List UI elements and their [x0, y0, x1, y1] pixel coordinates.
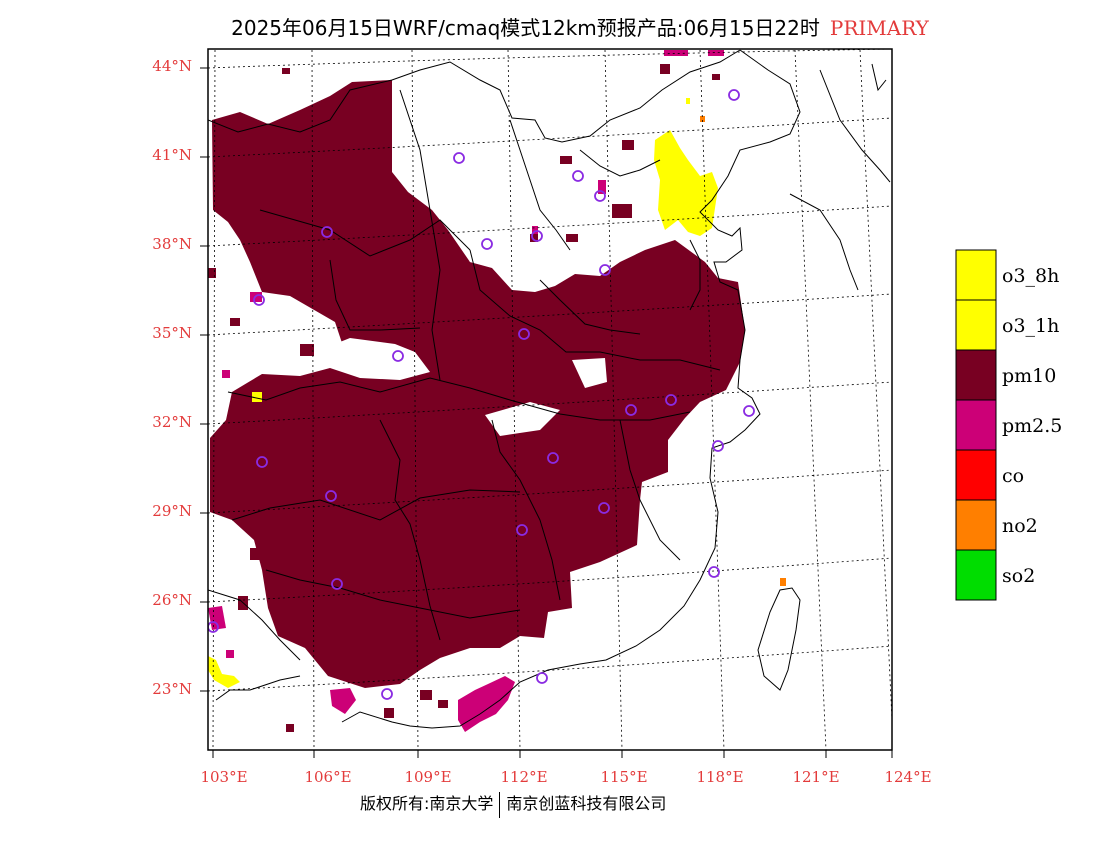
- map-frame: [207, 48, 893, 751]
- lat-label: 32°N: [152, 413, 192, 431]
- pm25-patch-guangdong: [458, 676, 515, 732]
- legend-label-pm25: pm2.5: [1002, 415, 1062, 437]
- map-title: 2025年06月15日WRF/cmaq模式12km预报产品:06月15日22时 P…: [150, 12, 1010, 41]
- legend-swatch-pm10: [955, 349, 997, 401]
- lat-labels: 44°N 41°N 38°N 35°N 32°N 29°N 26°N 23°N: [152, 57, 192, 698]
- lon-label: 124°E: [884, 768, 931, 786]
- lat-label: 35°N: [152, 324, 192, 342]
- pm25-speckles: [222, 50, 724, 658]
- city-marker: [572, 170, 584, 182]
- city-marker: [256, 456, 268, 468]
- legend-label-pm10: pm10: [1002, 365, 1056, 387]
- city-marker: [599, 264, 611, 276]
- lon-labels: 103°E 106°E 109°E 112°E 115°E 118°E 121°…: [200, 768, 931, 786]
- legend-label-o3-1h: o3_1h: [1002, 315, 1059, 337]
- legend-swatch-o3-8h: [955, 249, 997, 301]
- pm25-patch-gansu: [250, 292, 262, 302]
- city-marker: [481, 238, 493, 250]
- lon-label: 115°E: [600, 768, 647, 786]
- city-marker: [253, 294, 265, 306]
- legend-swatch-no2: [955, 499, 997, 551]
- lon-label: 121°E: [792, 768, 839, 786]
- city-marker: [743, 405, 755, 417]
- city-marker: [728, 89, 740, 101]
- footer-divider: [499, 791, 501, 818]
- pm10-region: [210, 80, 745, 688]
- clear-region-north: [455, 230, 550, 284]
- legend-swatch-pm25: [955, 399, 997, 451]
- legend-label-so2: so2: [1002, 565, 1035, 587]
- city-marker: [516, 524, 528, 536]
- map-layers: [208, 49, 892, 750]
- copyright-left: 版权所有:南京大学: [360, 794, 494, 813]
- city-marker: [665, 394, 677, 406]
- lat-label: 38°N: [152, 235, 192, 253]
- city-marker: [325, 490, 337, 502]
- legend-swatch-o3-1h: [955, 299, 997, 351]
- copyright-footer: 版权所有:南京大学 南京创蓝科技有限公司: [360, 790, 666, 818]
- pm25-patch-southwest: [208, 606, 226, 630]
- city-marker: [381, 688, 393, 700]
- city-marker: [536, 672, 548, 684]
- lon-label: 118°E: [696, 768, 743, 786]
- boundaries: [208, 49, 891, 729]
- o3-patch-north-small: [686, 98, 690, 104]
- city-marker: [531, 230, 543, 242]
- pm25-patch-guangxi: [330, 688, 356, 714]
- city-marker: [547, 452, 559, 464]
- lat-label: 26°N: [152, 591, 192, 609]
- city-markers: [208, 89, 755, 700]
- city-marker: [208, 621, 219, 633]
- city-marker: [625, 404, 637, 416]
- city-marker: [708, 566, 720, 578]
- lat-label: 23°N: [152, 680, 192, 698]
- no2-patch-taiwan-strait: [780, 578, 786, 586]
- lat-label: 41°N: [152, 146, 192, 164]
- city-marker: [453, 152, 465, 164]
- o3-patch-sichuan: [252, 392, 262, 402]
- legend-swatch-so2: [955, 549, 997, 601]
- city-marker: [518, 328, 530, 340]
- city-marker: [331, 578, 343, 590]
- axis-ticks: [200, 67, 893, 758]
- no2-patch-north: [700, 116, 705, 122]
- lon-label: 106°E: [304, 768, 351, 786]
- legend-label-co: co: [1002, 465, 1024, 487]
- lat-label: 29°N: [152, 502, 192, 520]
- legend-label-o3-8h: o3_8h: [1002, 265, 1059, 287]
- city-marker: [321, 226, 333, 238]
- graticule: [208, 49, 892, 750]
- legend: o3_8h o3_1h pm10 pm2.5 co no2 so2: [955, 249, 1062, 601]
- legend-label-no2: no2: [1002, 515, 1038, 537]
- lon-label: 103°E: [200, 768, 247, 786]
- city-marker: [594, 190, 606, 202]
- pm25-patch-hebei: [598, 180, 606, 194]
- clear-region-hubei-hole: [572, 358, 607, 388]
- city-marker: [598, 502, 610, 514]
- map-title-main: 2025年06月15日WRF/cmaq模式12km预报产品:06月15日22时: [231, 16, 820, 40]
- o3-patch-yunnan: [208, 656, 240, 688]
- clear-region-anhui-hole: [485, 402, 560, 436]
- clear-region-sichuan-hole: [320, 338, 430, 380]
- map-title-tag: PRIMARY: [829, 16, 929, 40]
- lon-label: 112°E: [500, 768, 547, 786]
- lon-label: 109°E: [404, 768, 451, 786]
- lat-label: 44°N: [152, 57, 192, 75]
- city-marker: [712, 440, 724, 452]
- city-marker: [392, 350, 404, 362]
- legend-swatch-co: [955, 449, 997, 501]
- copyright-right: 南京创蓝科技有限公司: [506, 794, 667, 813]
